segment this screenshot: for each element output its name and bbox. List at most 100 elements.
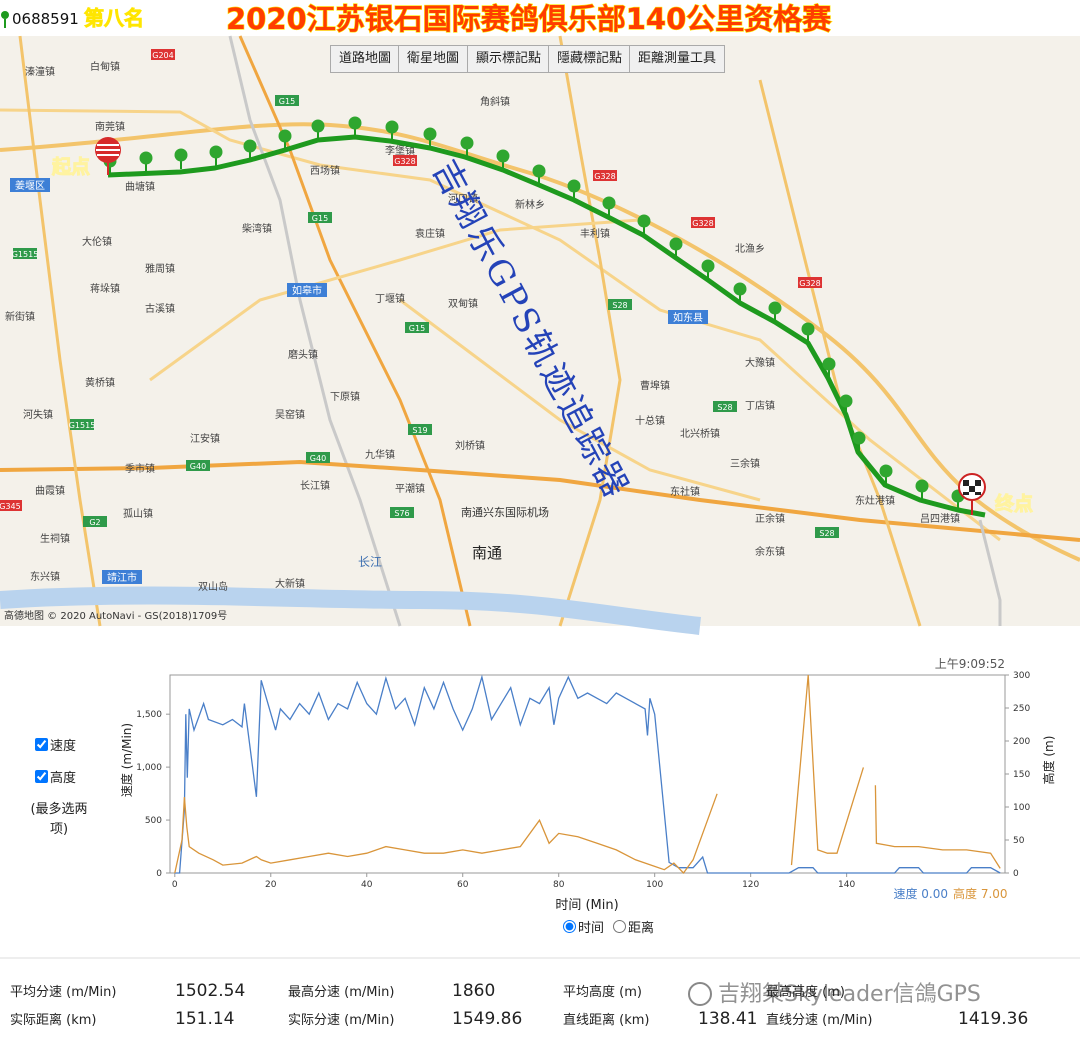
place-label: 丰利镇 (580, 227, 610, 240)
road-shield-label: G40 (310, 454, 326, 463)
stat-label: 实际距离 (km) (10, 1012, 96, 1028)
map-button[interactable]: 隱藏標記點 (548, 45, 632, 73)
map-button[interactable]: 顯示標記點 (467, 45, 551, 73)
place-label: 河失镇 (23, 408, 53, 421)
series-line (174, 674, 1001, 874)
selection-note: (最多选两项) (30, 802, 88, 837)
road-shield (713, 401, 737, 412)
road (0, 459, 1080, 542)
place-label: 角斜镇 (480, 95, 510, 108)
pin (839, 394, 853, 408)
radio[interactable] (613, 920, 626, 933)
radio-label: 时间 (578, 921, 605, 936)
x-tick-label: 60 (457, 880, 469, 890)
river (0, 586, 701, 635)
y-tick-label: 1,500 (136, 710, 162, 720)
x-tick-label: 80 (553, 880, 565, 890)
road-shield-label: G328 (799, 279, 820, 288)
road-shield-label: G328 (394, 157, 415, 166)
pin (879, 464, 893, 478)
road (18, 35, 102, 627)
place-label: 丁店镇 (745, 399, 775, 412)
road-shield (83, 516, 107, 527)
place-label: 刘桥镇 (455, 439, 485, 452)
end-label: 终点 (995, 492, 1033, 515)
road-shield-label: G204 (152, 51, 173, 60)
place-label: 曹埠镇 (640, 379, 670, 392)
header-rank: 第八名 (84, 6, 144, 30)
checkbox[interactable] (35, 770, 48, 783)
road-shield (691, 217, 715, 228)
chart-time: 上午9:09:52 (935, 657, 1005, 671)
road (558, 35, 622, 627)
map-attribution: 高德地图 © 2020 AutoNavi - GS(2018)1709号 (4, 609, 227, 622)
road (399, 298, 761, 502)
series-toggle[interactable]: 速度 (35, 735, 76, 754)
place-label: 大豫镇 (745, 356, 775, 369)
place-label: 袁庄镇 (415, 227, 445, 240)
place-label: 蒋垛镇 (90, 282, 120, 295)
place-label: 北兴桥镇 (680, 427, 720, 440)
radio-label: 距离 (628, 921, 655, 936)
place-label: 曲霞镇 (35, 484, 65, 497)
place-label: 东兴镇 (30, 570, 60, 583)
road-shield (275, 95, 299, 106)
x-tick-label: 0 (172, 880, 178, 890)
road-shield (798, 277, 822, 288)
road-shield-label: G1515 (12, 250, 39, 259)
road-shield (405, 322, 429, 333)
place-label: 北渔乡 (735, 243, 765, 255)
series-line (174, 674, 1001, 875)
city-label: 靖江市 (107, 571, 137, 584)
road-shield-label: G15 (279, 97, 295, 106)
place-label: 江安镇 (190, 432, 220, 445)
stats-watermark: 吉翔桀Skyleader信鴿GPS (688, 982, 981, 1007)
y2-tick-label: 250 (1013, 704, 1030, 714)
radio[interactable] (563, 920, 576, 933)
stats-watermark-text: 吉翔桀Skyleader信鴿GPS (718, 982, 981, 1007)
pin (822, 357, 836, 371)
x-tick-label: 20 (265, 880, 277, 890)
current-speed: 速度 0.00 (893, 886, 948, 901)
road-shield-label: G40 (190, 462, 206, 471)
place-label: 东社镇 (670, 485, 700, 498)
axis-radio[interactable]: 距离 (613, 917, 654, 936)
checkbox[interactable] (35, 738, 48, 751)
stat-label: 直线分速 (m/Min) (766, 1013, 872, 1028)
map-button[interactable]: 距離測量工具 (629, 45, 726, 73)
map-button[interactable]: 道路地圖 (330, 45, 401, 73)
series-toggle[interactable]: 高度 (35, 767, 76, 786)
start-label: 起点 (51, 156, 90, 178)
place-label: 溱潼镇 (25, 65, 55, 78)
road-shield (0, 500, 22, 511)
place-label: 白甸镇 (90, 60, 120, 73)
stat-value: 1549.86 (452, 1009, 522, 1029)
pin (733, 282, 747, 296)
place-label: 丁堰镇 (375, 292, 405, 305)
pin (385, 120, 399, 134)
pin (852, 431, 866, 445)
current-altitude: 高度 7.00 (953, 886, 1008, 901)
place-label: 长江镇 (300, 479, 330, 492)
end-icon (958, 473, 986, 515)
road-shield (593, 170, 617, 181)
place-label: 双甸镇 (448, 297, 478, 310)
place-label: 西场镇 (310, 164, 340, 177)
header-bg (0, 0, 1080, 36)
header-id: 0688591 (12, 10, 79, 28)
road-shield (390, 507, 414, 518)
place-label: 吕四港镇 (920, 512, 960, 525)
road-shield-label: G2 (89, 518, 100, 527)
start-icon-stripes (96, 144, 120, 156)
x-axis-title: 时间 (Min) (555, 898, 618, 913)
y2-tick-label: 100 (1013, 803, 1030, 813)
road-shield-label: G1515 (69, 421, 96, 430)
road-shield (70, 419, 94, 430)
city-box (102, 570, 142, 584)
stat-value: 138.41 (698, 1009, 757, 1029)
axis-radio[interactable]: 时间 (563, 917, 604, 936)
y-tick-label: 500 (145, 816, 162, 826)
place-label: 河口镇 (448, 192, 478, 205)
map-button[interactable]: 衛星地圖 (398, 45, 469, 73)
road-shield-label: G328 (594, 172, 615, 181)
